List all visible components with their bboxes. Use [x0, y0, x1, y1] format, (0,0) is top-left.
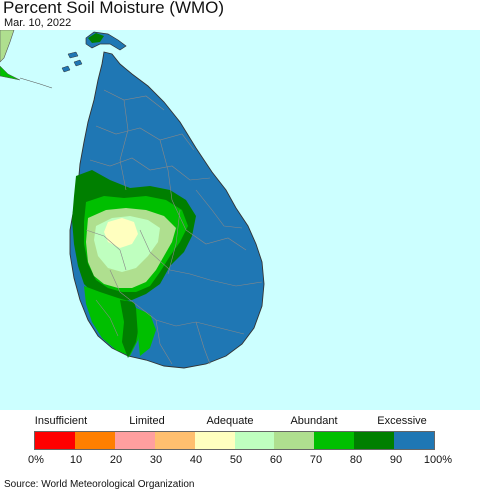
- legend-tick: 50: [229, 454, 243, 466]
- jaffna-green: [88, 33, 104, 43]
- legend-category-abundant: Abundant: [290, 415, 338, 427]
- legend-tick: 90: [389, 454, 403, 466]
- map-title: Percent Soil Moisture (WMO): [3, 0, 225, 17]
- zone-80-90-south: [120, 300, 140, 358]
- legend-tick: 100%: [423, 454, 453, 466]
- legend: Insufficient Limited Adequate Abundant E…: [0, 410, 480, 476]
- legend-category-excessive: Excessive: [377, 415, 427, 427]
- india-coast: [0, 30, 15, 63]
- legend-swatch-20-30: [114, 432, 155, 449]
- legend-color-bar: [34, 431, 435, 450]
- district-boundaries: [85, 89, 263, 365]
- legend-swatch-90-100: [394, 432, 435, 449]
- soil-moisture-map: [0, 30, 480, 410]
- legend-tick: 60: [269, 454, 283, 466]
- legend-tick: 20: [109, 454, 123, 466]
- legend-swatch-40-50: [194, 432, 235, 449]
- legend-swatch-0-10: [35, 432, 75, 449]
- legend-swatch-60-70: [274, 432, 315, 449]
- india-coast-green: [0, 65, 21, 81]
- legend-category-adequate: Adequate: [206, 415, 254, 427]
- legend-swatch-30-40: [154, 432, 195, 449]
- adams-bridge: [19, 77, 53, 89]
- legend-swatch-80-90: [354, 432, 395, 449]
- zone-70-80-south-2: [136, 308, 156, 356]
- legend-tick: 40: [189, 454, 203, 466]
- zone-40-50: [104, 218, 138, 248]
- legend-swatch-70-80: [314, 432, 355, 449]
- legend-tick: 10: [69, 454, 83, 466]
- legend-tick: 0%: [28, 454, 44, 466]
- source-credit: Source: World Meteorological Organizatio…: [4, 479, 195, 490]
- legend-tick: 30: [149, 454, 163, 466]
- legend-tick: 70: [309, 454, 323, 466]
- islands: [61, 51, 83, 73]
- legend-swatch-10-20: [74, 432, 115, 449]
- legend-tick: 80: [349, 454, 363, 466]
- map-date: Mar. 10, 2022: [4, 17, 72, 29]
- legend-category-insufficient: Insufficient: [34, 415, 88, 427]
- legend-swatch-50-60: [234, 432, 275, 449]
- legend-category-limited: Limited: [129, 415, 165, 427]
